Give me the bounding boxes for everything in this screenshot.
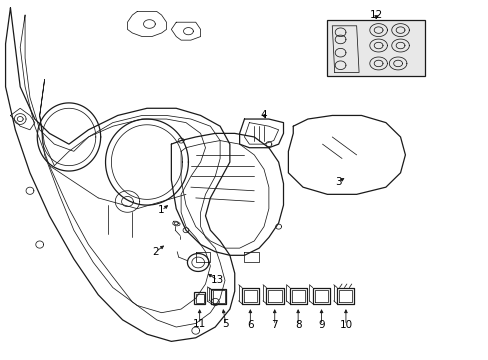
Text: 10: 10 [339, 320, 352, 330]
Text: 3: 3 [335, 177, 341, 187]
Text: 8: 8 [294, 320, 301, 330]
Bar [194, 292, 204, 304]
Text: 6: 6 [246, 320, 253, 330]
Text: 1: 1 [158, 206, 164, 216]
Text: 7: 7 [271, 320, 278, 330]
Text: 5: 5 [222, 319, 229, 329]
Text: 2: 2 [152, 247, 159, 257]
Text: 4: 4 [260, 111, 267, 121]
Bar [195, 294, 203, 303]
Text: 12: 12 [369, 10, 382, 20]
Text: 9: 9 [318, 320, 324, 330]
Bar [327, 21, 424, 76]
Text: 13: 13 [211, 275, 224, 285]
Text: 11: 11 [193, 319, 206, 329]
